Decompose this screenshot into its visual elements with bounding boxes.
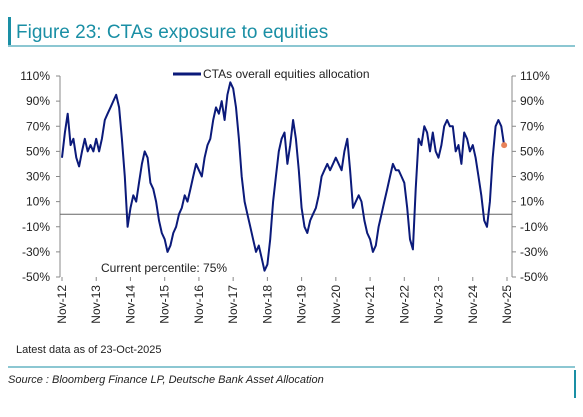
x-tick-label: Nov-22	[397, 285, 411, 324]
x-tick-label: Nov-17	[226, 285, 240, 324]
y-tick-label: 70%	[26, 119, 50, 133]
x-tick-label: Nov-25	[500, 285, 514, 324]
source: Source : Bloomberg Finance LP, Deutsche …	[8, 374, 324, 386]
y2-tick-label: -50%	[520, 270, 548, 284]
x-tick-label: Nov-24	[466, 285, 480, 324]
last-point	[501, 142, 508, 149]
legend-label: CTAs overall equities allocation	[203, 67, 370, 81]
y2-tick-label: -10%	[520, 220, 548, 234]
y-tick-label: 30%	[26, 170, 50, 184]
y2-tick-label: 30%	[520, 170, 544, 184]
annotation: Current percentile: 75%	[101, 261, 227, 275]
y2-tick-label: 90%	[520, 94, 544, 108]
x-tick-label: Nov-20	[329, 285, 343, 324]
y2-tick-label: 50%	[520, 144, 544, 158]
x-tick-label: Nov-21	[363, 285, 377, 324]
y2-tick-label: 110%	[520, 69, 550, 83]
x-tick-label: Nov-12	[55, 285, 69, 324]
y-tick-label: 50%	[26, 144, 50, 158]
chart-title: Figure 23: CTAs exposure to equities	[16, 22, 328, 43]
y-tick-label: -10%	[22, 220, 50, 234]
y-tick-label: 90%	[26, 94, 50, 108]
x-tick-label: Nov-13	[89, 285, 103, 324]
x-tick-label: Nov-18	[260, 285, 274, 324]
x-tick-label: Nov-14	[123, 285, 137, 324]
y2-tick-label: 70%	[520, 119, 544, 133]
series-line	[61, 81, 506, 272]
y-tick-label: 110%	[20, 69, 50, 83]
y-tick-label: 10%	[26, 195, 50, 209]
x-tick-label: Nov-23	[432, 285, 446, 324]
note: Latest data as of 23-Oct-2025	[16, 344, 162, 356]
y2-tick-label: -30%	[520, 245, 548, 259]
title-bar	[8, 17, 11, 45]
y-tick-label: -50%	[22, 270, 50, 284]
y-tick-label: -30%	[22, 245, 50, 259]
x-tick-label: Nov-15	[158, 285, 172, 324]
x-tick-label: Nov-19	[295, 285, 309, 324]
y2-tick-label: 10%	[520, 195, 544, 209]
x-tick-label: Nov-16	[192, 285, 206, 324]
